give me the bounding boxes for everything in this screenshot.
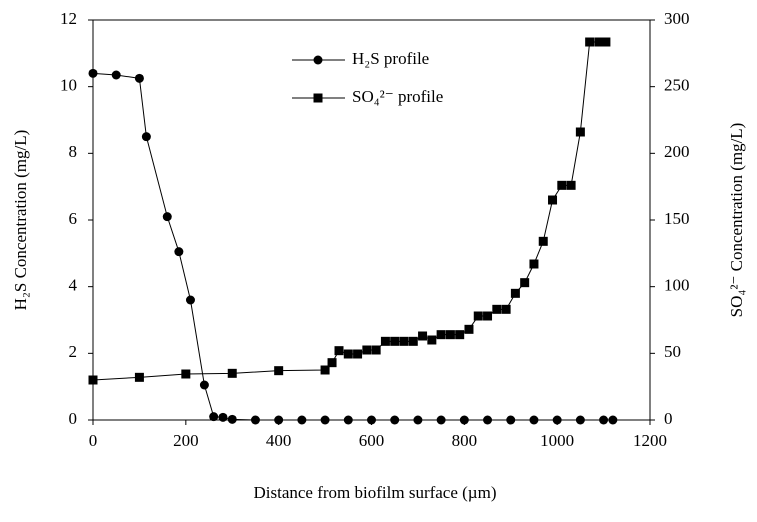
marker <box>501 304 511 314</box>
marker <box>390 336 400 346</box>
y-tick-label: 10 <box>60 76 77 95</box>
marker <box>181 369 191 379</box>
marker <box>473 311 483 321</box>
y2-tick-label: 50 <box>664 342 681 361</box>
plot-frame <box>92 19 651 421</box>
marker <box>274 366 284 376</box>
y-tick-label: 8 <box>69 142 78 161</box>
marker <box>557 180 567 190</box>
marker <box>538 236 548 246</box>
marker <box>174 247 184 257</box>
marker <box>413 415 423 425</box>
y-tick-label: 2 <box>69 342 78 361</box>
marker <box>199 380 209 390</box>
x-tick-label: 1000 <box>540 431 574 450</box>
marker <box>371 345 381 355</box>
marker <box>399 336 409 346</box>
y2-tick-label: 300 <box>664 9 690 28</box>
marker <box>520 278 530 288</box>
marker <box>134 73 144 83</box>
x-tick-label: 600 <box>359 431 385 450</box>
marker <box>367 415 376 425</box>
marker <box>343 349 353 359</box>
marker <box>575 415 585 425</box>
x-tick-label: 0 <box>89 431 98 450</box>
marker <box>141 132 151 142</box>
marker <box>459 415 469 425</box>
marker <box>250 415 260 425</box>
y-tick-label: 6 <box>69 209 78 228</box>
marker <box>436 330 446 340</box>
marker <box>510 288 520 298</box>
marker <box>390 415 400 425</box>
marker <box>601 37 611 47</box>
marker <box>380 336 390 346</box>
marker <box>327 358 337 368</box>
marker <box>408 336 418 346</box>
x-axis-title: Distance from biofilm surface (µm) <box>254 483 497 502</box>
marker <box>483 311 493 321</box>
marker <box>227 414 237 424</box>
marker <box>445 330 455 340</box>
marker <box>492 304 502 314</box>
marker <box>455 330 465 340</box>
legend-marker <box>313 55 323 65</box>
marker <box>274 415 284 425</box>
marker <box>529 415 539 425</box>
marker <box>320 365 330 375</box>
marker <box>185 295 195 305</box>
marker <box>548 195 558 205</box>
marker <box>575 127 585 137</box>
marker <box>162 212 172 222</box>
marker <box>134 372 144 382</box>
marker <box>111 70 121 80</box>
legend-label: H₂S profile <box>352 49 429 68</box>
x-tick-label: 200 <box>173 431 199 450</box>
y-tick-label: 4 <box>69 276 78 295</box>
marker <box>566 180 576 190</box>
x-tick-label: 400 <box>266 431 292 450</box>
y2-tick-label: 0 <box>664 409 673 428</box>
marker <box>218 412 228 422</box>
legend-marker <box>313 93 323 103</box>
marker <box>418 331 428 341</box>
y2-axis-title: SO₄²⁻ Concentration (mg/L) <box>727 123 746 318</box>
legend-label: SO₄²⁻ profile <box>352 87 443 106</box>
marker <box>343 415 353 425</box>
marker <box>552 415 562 425</box>
marker <box>506 415 516 425</box>
marker <box>88 375 98 385</box>
marker <box>334 346 344 356</box>
marker <box>599 415 609 425</box>
marker <box>88 68 98 78</box>
series-line <box>92 41 606 381</box>
marker <box>353 349 363 359</box>
y2-tick-label: 250 <box>664 76 690 95</box>
y-axis-title: H₂S Concentration (mg/L) <box>11 130 30 311</box>
marker <box>594 37 604 47</box>
marker <box>427 335 437 345</box>
marker <box>320 415 330 425</box>
x-tick-label: 1200 <box>633 431 667 450</box>
y2-tick-label: 100 <box>664 276 690 295</box>
marker <box>227 368 237 378</box>
y2-tick-label: 200 <box>664 142 690 161</box>
marker <box>209 412 219 422</box>
marker <box>464 324 474 334</box>
marker <box>529 259 539 269</box>
y2-tick-label: 150 <box>664 209 690 228</box>
series-line <box>92 72 613 421</box>
marker <box>436 415 446 425</box>
y-tick-label: 0 <box>69 409 78 428</box>
y-tick-label: 12 <box>60 9 77 28</box>
marker <box>483 415 493 425</box>
x-tick-label: 800 <box>452 431 478 450</box>
marker <box>297 415 307 425</box>
marker <box>362 345 372 355</box>
marker <box>585 37 595 47</box>
marker <box>608 415 618 425</box>
